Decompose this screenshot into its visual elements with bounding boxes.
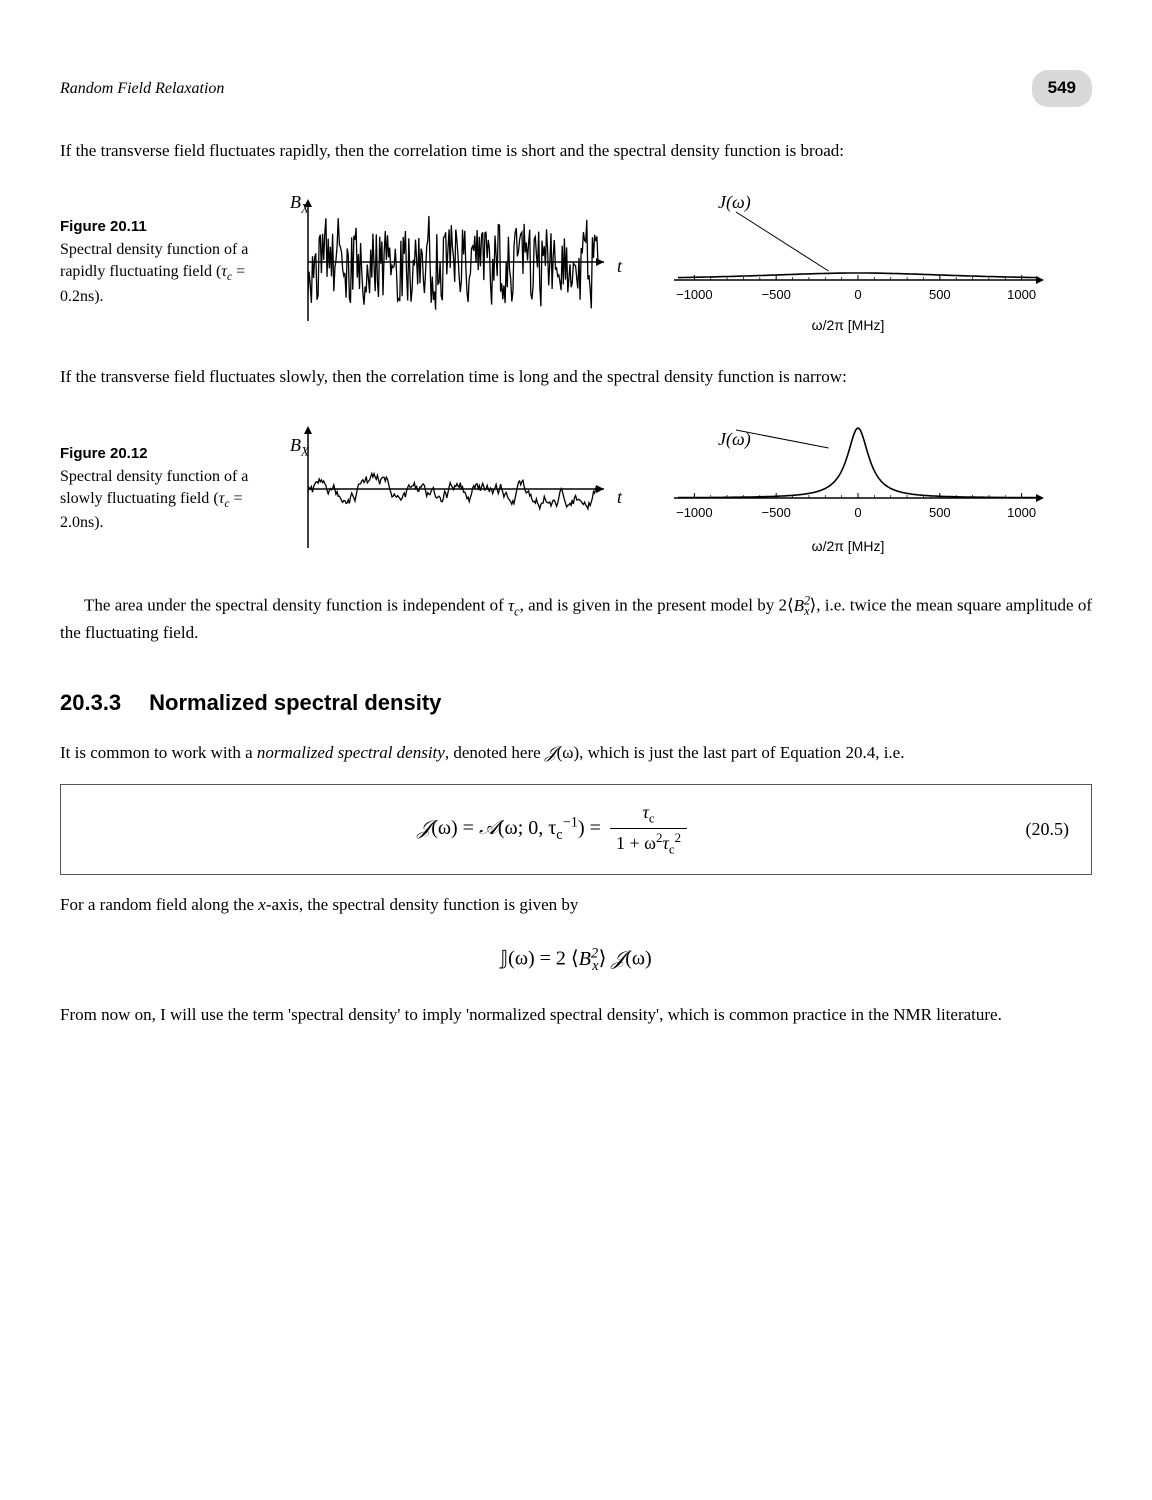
page-header: Random Field Relaxation 549 <box>60 70 1092 107</box>
equation-number: (20.5) <box>1026 816 1070 842</box>
y-axis-label: BX <box>290 432 309 461</box>
x-axis-label: t <box>617 253 622 279</box>
noise-svg <box>278 187 618 337</box>
x-axis-label-spec: ω/2π [MHz] <box>648 315 1048 335</box>
paragraph-normalized-intro: It is common to work with a normalized s… <box>60 741 1092 766</box>
paragraph-random-field: For a random field along the x-axis, the… <box>60 893 1092 918</box>
figure-graphics: BX t J(ω) −1000−50005001000 ω/2π [MHz] <box>278 414 1092 564</box>
spectral-density-panel: J(ω) −1000−50005001000 ω/2π [MHz] <box>648 414 1048 564</box>
paragraph-intro-1: If the transverse field fluctuates rapid… <box>60 139 1092 164</box>
spectral-svg <box>648 420 1048 515</box>
figure-number: Figure 20.12 <box>60 444 260 464</box>
page-number-badge: 549 <box>1032 70 1092 107</box>
figure-caption: Figure 20.12 Spectral density function o… <box>60 444 260 534</box>
equation-content: 𝒥(ω) = 𝒜(ω; 0, τc−1) = τc 1 + ω2τc2 <box>83 799 1026 860</box>
figure-20-11: Figure 20.11 Spectral density function o… <box>60 187 1092 337</box>
x-axis-label: t <box>617 484 622 510</box>
section-number: 20.3.3 <box>60 690 121 715</box>
noise-trace-panel: BX t <box>278 187 618 337</box>
running-title: Random Field Relaxation <box>60 77 224 100</box>
figure-caption: Figure 20.11 Spectral density function o… <box>60 217 260 307</box>
paragraph-closing: From now on, I will use the term 'spectr… <box>60 1003 1092 1028</box>
caption-text: Spectral density function of a slowly fl… <box>60 468 248 531</box>
paragraph-intro-2: If the transverse field fluctuates slowl… <box>60 365 1092 390</box>
display-equation: 𝕁(ω) = 2 ⟨B2x⟩ 𝒥(ω) <box>60 943 1092 977</box>
spectral-density-panel: J(ω) −1000−50005001000 ω/2π [MHz] <box>648 187 1048 337</box>
section-title: Normalized spectral density <box>149 690 441 715</box>
spectral-svg <box>648 202 1048 297</box>
paragraph-area: The area under the spectral density func… <box>60 592 1092 645</box>
figure-20-12: Figure 20.12 Spectral density function o… <box>60 414 1092 564</box>
noise-svg <box>278 414 618 564</box>
caption-text: Spectral density function of a rapidly f… <box>60 241 248 304</box>
equation-box-20-5: 𝒥(ω) = 𝒜(ω; 0, τc−1) = τc 1 + ω2τc2 (20.… <box>60 784 1092 875</box>
figure-number: Figure 20.11 <box>60 217 260 237</box>
noise-trace-panel: BX t <box>278 414 618 564</box>
x-axis-label-spec: ω/2π [MHz] <box>648 536 1048 556</box>
figure-graphics: BX t J(ω) −1000−50005001000 ω/2π [MHz] <box>278 187 1092 337</box>
section-heading: 20.3.3 Normalized spectral density <box>60 687 1092 719</box>
y-axis-label: BX <box>290 189 309 218</box>
